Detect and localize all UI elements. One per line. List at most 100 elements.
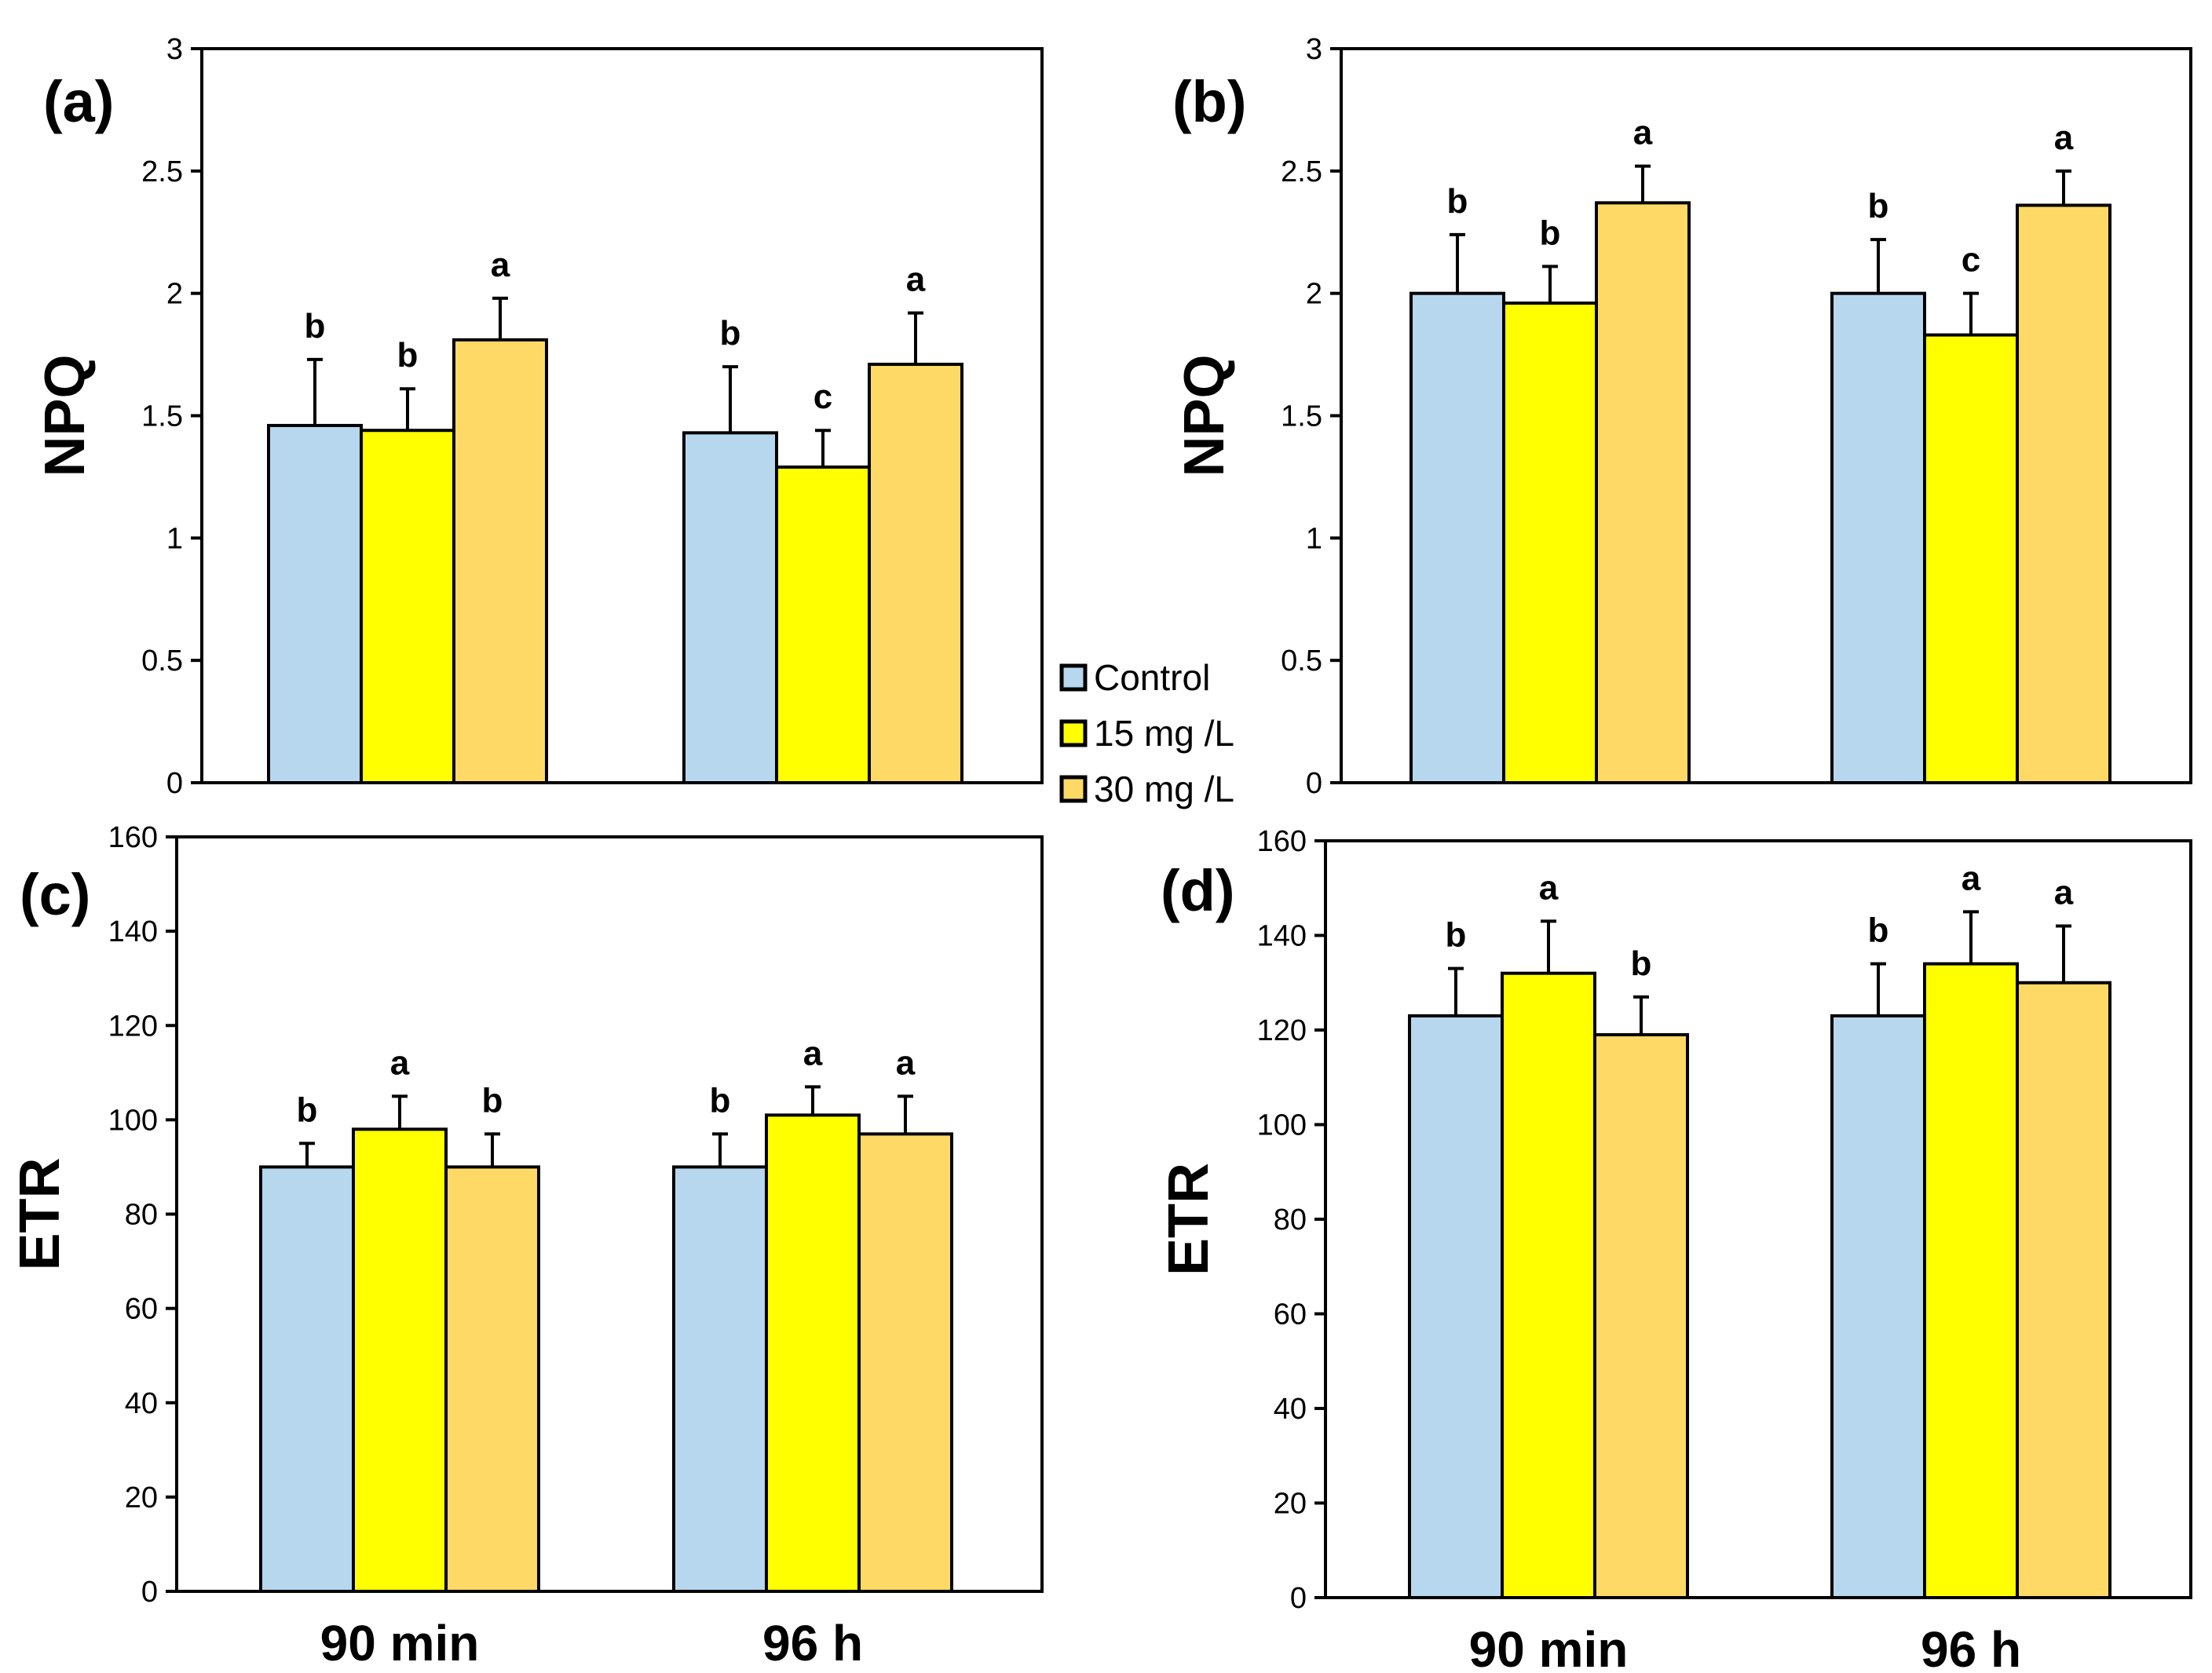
bar-control-90min <box>259 1165 355 1593</box>
bar-15mg-90min <box>1501 971 1596 1599</box>
panel-letter: (c) <box>20 862 90 927</box>
y-tick-label: 120 <box>108 1010 158 1043</box>
x-tick-label: 96 h <box>762 1615 863 1671</box>
significance-letter: a <box>1962 859 1981 897</box>
significance-letter: b <box>720 314 741 352</box>
panel-letter: (d) <box>1161 858 1235 923</box>
legend-label-control: Control <box>1094 657 1210 698</box>
y-axis-label: ETR <box>1157 1163 1220 1276</box>
panel-letter: (b) <box>1172 69 1247 134</box>
y-tick-label: 1.5 <box>1281 400 1322 433</box>
y-tick-label: 1.5 <box>141 400 183 433</box>
legend-swatch-15mg <box>1059 719 1088 747</box>
significance-letter: a <box>491 246 510 284</box>
significance-letter: a <box>390 1043 410 1082</box>
y-tick-label: 40 <box>1274 1393 1307 1426</box>
panel-b: 0 0.5 1 1.5 2 2.5 3 NPQ (b) b b a b c a <box>1172 33 2192 800</box>
panel-letter: (a) <box>43 69 114 134</box>
y-tick-label: 40 <box>125 1387 158 1420</box>
significance-letter: b <box>710 1081 731 1120</box>
significance-letter: b <box>482 1081 503 1120</box>
y-tick-label: 60 <box>125 1293 158 1326</box>
bar-control-90min <box>1409 291 1505 784</box>
significance-letter: b <box>1540 214 1561 252</box>
y-axis-label: NPQ <box>34 354 97 477</box>
significance-letter: b <box>1868 911 1889 950</box>
bar-control-96h <box>1830 1014 1926 1600</box>
bar-15mg-90min <box>360 429 455 784</box>
x-tick-label: 96 h <box>1921 1621 2021 1673</box>
y-tick-label: 80 <box>1274 1204 1307 1236</box>
significance-letter: a <box>2054 873 2074 911</box>
legend-swatch-30mg <box>1059 775 1088 803</box>
bar-control-96h <box>672 1165 768 1593</box>
significance-letter: b <box>1631 944 1652 983</box>
y-tick-label: 140 <box>1257 920 1307 953</box>
y-tick-label: 0.5 <box>141 645 183 678</box>
panel-d: 0 20 40 60 80 100 120 140 160 ETR (d) b a b 90 min b a a 9… <box>1157 825 2192 1673</box>
y-tick-label: 2 <box>1306 278 1322 311</box>
y-tick-label: 2.5 <box>1281 155 1322 188</box>
y-tick-label: 2.5 <box>141 155 183 188</box>
panel-a: 0 0.5 1 1.5 2 2.5 3 NPQ (a) b b a b c a <box>34 33 1044 800</box>
bar-control-90min <box>1408 1014 1504 1600</box>
y-tick-label: 60 <box>1274 1299 1307 1331</box>
y-tick-label: 0.5 <box>1281 645 1322 678</box>
significance-letter: a <box>1539 868 1559 907</box>
y-axis-label: NPQ <box>1173 354 1236 477</box>
y-tick-label: 0 <box>1290 1582 1307 1615</box>
bar-30mg-96h <box>857 1132 953 1594</box>
x-tick-label: 90 min <box>320 1615 480 1671</box>
significance-letter: a <box>906 261 926 299</box>
bar-15mg-96h <box>1923 333 2019 784</box>
y-tick-label: 2 <box>166 278 183 311</box>
significance-letter: c <box>814 378 832 416</box>
bar-30mg-96h <box>2016 203 2111 784</box>
bar-control-90min <box>267 423 363 784</box>
y-tick-label: 20 <box>125 1481 158 1514</box>
y-tick-label: 1 <box>1306 522 1322 555</box>
bar-30mg-90min <box>444 1165 540 1593</box>
significance-letter: a <box>896 1043 916 1082</box>
bar-15mg-90min <box>352 1127 448 1593</box>
y-tick-label: 20 <box>1274 1488 1307 1521</box>
y-tick-label: 160 <box>108 821 158 854</box>
significance-letter: c <box>1962 241 1980 279</box>
significance-letter: b <box>1447 182 1468 221</box>
bar-30mg-90min <box>452 338 548 784</box>
significance-letter: a <box>803 1034 823 1072</box>
bar-15mg-96h <box>765 1113 861 1593</box>
y-tick-label: 140 <box>108 915 158 948</box>
y-tick-label: 160 <box>1257 825 1307 858</box>
legend-label-30mg: 30 mg /L <box>1094 769 1234 809</box>
y-tick-label: 3 <box>1306 33 1322 66</box>
bar-30mg-96h <box>2016 981 2111 1599</box>
significance-letter: a <box>1633 114 1653 152</box>
y-tick-label: 3 <box>166 33 183 66</box>
significance-letter: b <box>1868 187 1889 225</box>
y-tick-label: 120 <box>1257 1014 1307 1047</box>
significance-letter: a <box>2054 119 2074 157</box>
bar-15mg-90min <box>1502 301 1598 784</box>
significance-letter: b <box>397 336 419 374</box>
bar-control-96h <box>1830 291 1926 784</box>
bar-30mg-90min <box>1593 1033 1689 1599</box>
significance-letter: b <box>1446 916 1467 955</box>
bar-30mg-90min <box>1595 201 1691 785</box>
y-tick-label: 0 <box>141 1576 158 1609</box>
y-tick-label: 80 <box>125 1199 158 1232</box>
y-tick-label: 0 <box>1306 767 1322 800</box>
legend-swatch-control <box>1059 663 1088 692</box>
bar-15mg-96h <box>1923 962 2019 1599</box>
panel-c: 0 20 40 60 80 100 120 140 160 ETR (c) b a b 90 min b a a 9… <box>9 821 1044 1671</box>
y-tick-label: 1 <box>166 522 183 555</box>
significance-letter: b <box>305 307 326 345</box>
y-tick-label: 100 <box>1257 1109 1307 1142</box>
bar-15mg-96h <box>775 465 871 784</box>
significance-letter: b <box>297 1090 318 1129</box>
y-axis-label: ETR <box>9 1158 71 1271</box>
legend-label-15mg: 15 mg /L <box>1094 713 1234 754</box>
y-tick-label: 0 <box>166 767 183 800</box>
legend: Control 15 mg /L 30 mg /L <box>1059 657 1234 809</box>
